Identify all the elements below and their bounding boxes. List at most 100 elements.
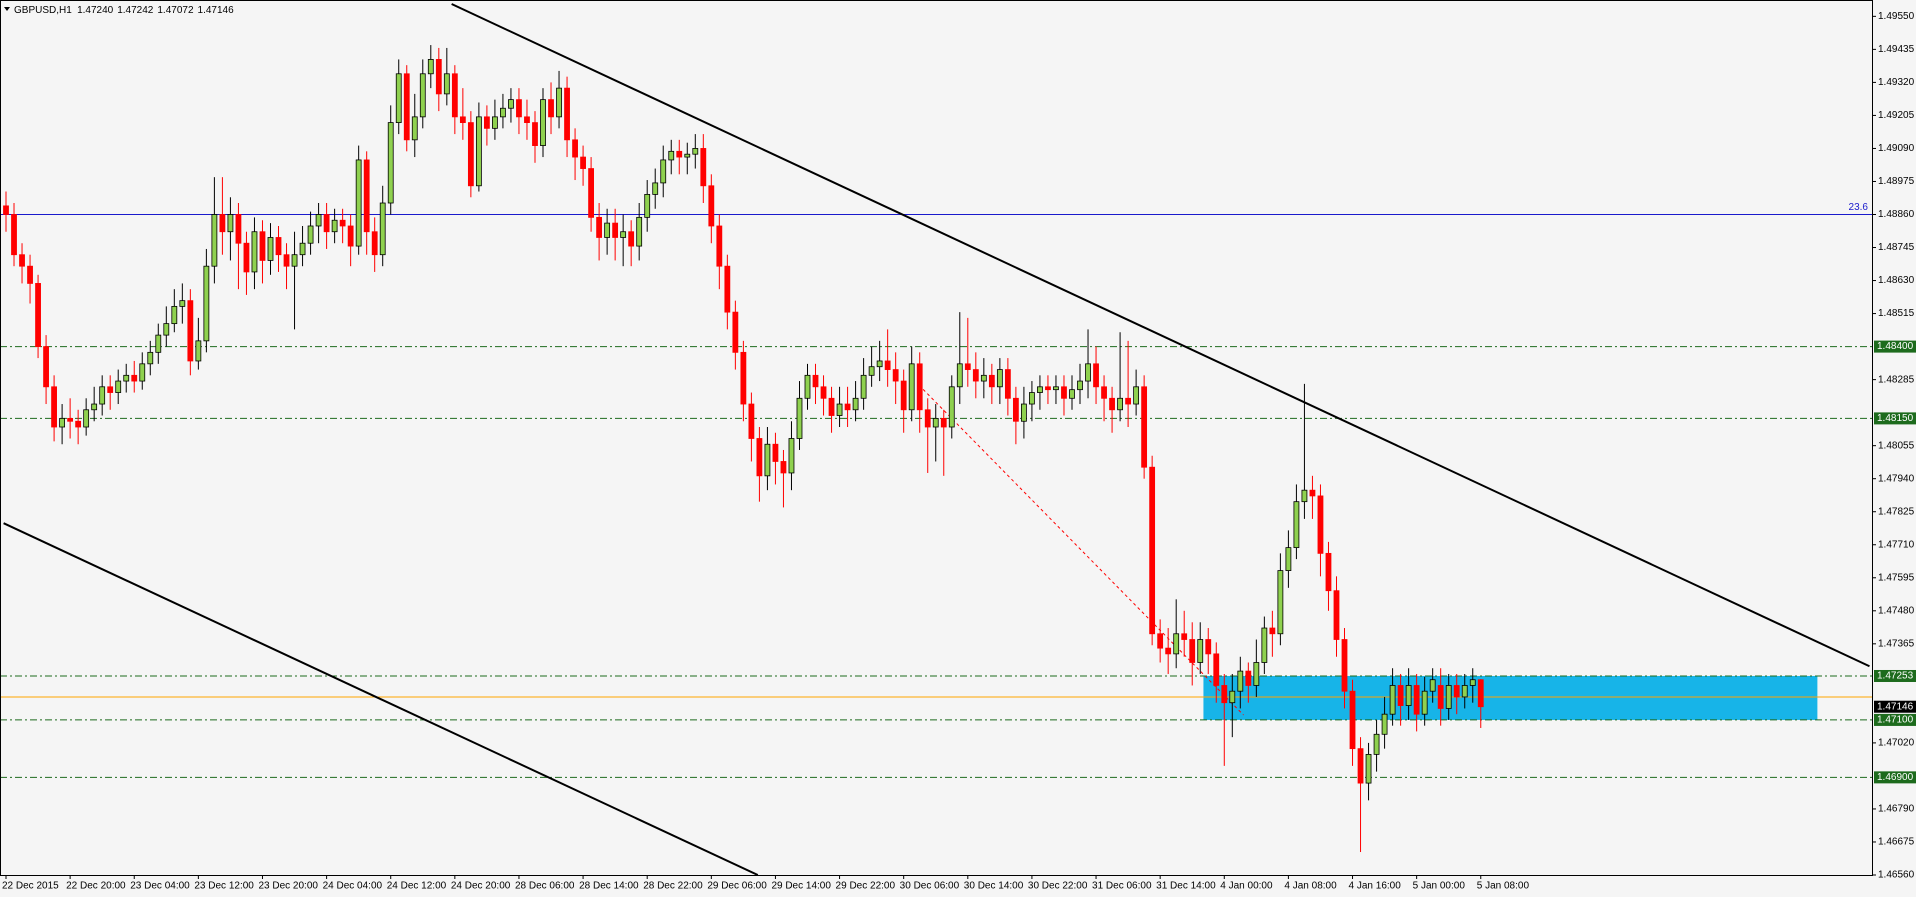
candle-body <box>179 300 186 307</box>
candle-body <box>564 87 570 141</box>
candle-body <box>11 214 17 256</box>
level-label-box <box>1874 412 1916 425</box>
candle-body <box>1253 662 1260 686</box>
y-tick-label: 1.49550 <box>1878 11 1915 22</box>
candle-body <box>267 237 274 261</box>
candle-body <box>940 417 947 428</box>
current-price-label: 1.47146 <box>1877 701 1914 712</box>
candle-body <box>347 225 354 247</box>
candle-body <box>1301 489 1308 503</box>
plot-area <box>0 3 1872 875</box>
candle-body <box>1429 679 1436 692</box>
candle-body <box>307 225 314 244</box>
x-tick-label: 28 Dec 22:00 <box>643 881 703 892</box>
candle-body <box>948 386 955 428</box>
candle-body <box>219 214 226 233</box>
candle-body <box>51 386 57 428</box>
level-label: 1.47100 <box>1877 715 1914 726</box>
candle-body <box>1077 380 1083 391</box>
y-tick-label: 1.49320 <box>1878 77 1915 88</box>
x-tick-label: 28 Dec 06:00 <box>515 881 575 892</box>
candle-body <box>1061 386 1067 399</box>
symbol: GBPUSD,H1 <box>14 5 72 16</box>
y-tick-label: 1.47825 <box>1878 506 1915 517</box>
trend-line <box>3 522 759 875</box>
y-tick-label: 1.47020 <box>1878 738 1915 749</box>
candle-body <box>283 254 290 267</box>
candle-body <box>588 168 594 218</box>
candle-body <box>716 225 723 267</box>
level-label: 1.47253 <box>1877 671 1914 682</box>
trend-line <box>451 3 1870 668</box>
candle-body <box>291 254 298 267</box>
candle-body <box>1197 639 1204 663</box>
candle-body <box>1461 685 1468 698</box>
candle-body <box>884 360 891 370</box>
candle-body <box>796 397 803 439</box>
candle-body <box>732 311 739 353</box>
candle-body <box>604 222 611 238</box>
candle-body <box>1317 495 1324 554</box>
candle-body <box>908 363 915 411</box>
candle-body <box>1149 466 1156 635</box>
candle-body <box>1357 748 1364 784</box>
candle-body <box>1293 501 1300 549</box>
candle-body <box>3 205 9 215</box>
candle-body <box>203 265 210 342</box>
candle-body <box>1157 633 1164 649</box>
candle-body <box>580 156 586 169</box>
candle-body <box>1437 685 1444 709</box>
level-label-box <box>1874 669 1916 682</box>
candle-body <box>403 73 410 141</box>
open-value: 1.47240 <box>77 5 114 16</box>
y-tick-label: 1.46790 <box>1878 804 1915 815</box>
candle-body <box>836 403 843 416</box>
candle-body <box>1269 627 1276 635</box>
candle-body <box>620 231 627 238</box>
y-tick-label: 1.48745 <box>1878 242 1915 253</box>
candle-body <box>636 216 643 247</box>
candle-body <box>1477 679 1484 708</box>
x-tick-label: 23 Dec 04:00 <box>130 881 190 892</box>
candle-body <box>572 139 578 158</box>
candle-body <box>75 420 82 428</box>
candle-body <box>1037 386 1043 393</box>
candle-body <box>243 242 250 273</box>
candle-body <box>1069 389 1075 399</box>
x-tick-label: 4 Jan 00:00 <box>1220 881 1273 892</box>
candle-body <box>27 265 33 284</box>
y-tick-label: 1.48055 <box>1878 440 1915 451</box>
y-tick-label: 1.48515 <box>1878 308 1915 319</box>
candle-body <box>988 374 995 388</box>
candle-body <box>972 369 979 382</box>
candle-body <box>1413 685 1420 715</box>
y-tick-label: 1.49435 <box>1878 44 1915 55</box>
candle-body <box>996 369 1003 388</box>
candle-body <box>756 438 763 477</box>
candle-body <box>1245 670 1252 686</box>
zone <box>1203 675 1818 720</box>
candle-body <box>227 214 234 233</box>
x-tick-label: 22 Dec 20:00 <box>66 881 126 892</box>
x-tick-label: 24 Dec 20:00 <box>451 881 511 892</box>
header: GBPUSD,H1 1.47240 1.47242 1.47072 1.47146 <box>4 5 234 16</box>
candle-body <box>628 231 635 247</box>
level-label-box <box>1874 713 1916 726</box>
header-triangle <box>4 7 10 11</box>
candle-body <box>500 107 506 118</box>
y-tick-label: 1.46675 <box>1878 837 1915 848</box>
x-tick-label: 4 Jan 08:00 <box>1284 881 1337 892</box>
candle-body <box>924 409 931 428</box>
candle-body <box>868 366 875 376</box>
candle-body <box>1381 713 1388 735</box>
x-tick-label: 31 Dec 14:00 <box>1156 881 1216 892</box>
candle-body <box>788 438 795 474</box>
candle-body <box>147 351 154 365</box>
candle-body <box>556 87 562 118</box>
candle-body <box>1205 639 1212 655</box>
candle-body <box>1325 552 1332 592</box>
x-tick-label: 23 Dec 20:00 <box>258 881 318 892</box>
candle-body <box>876 360 883 368</box>
